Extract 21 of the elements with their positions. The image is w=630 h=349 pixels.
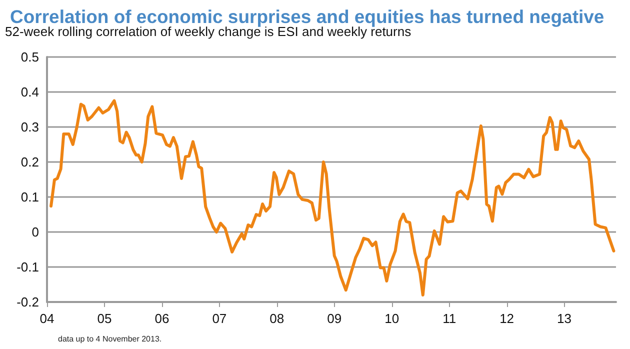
x-tick-label: 13 [557, 311, 572, 326]
y-tick-label: 0.3 [20, 120, 39, 134]
text: data up to 4 November 2013. [58, 334, 162, 344]
y-tick-label: -0.2 [16, 294, 39, 310]
x-tick-label: 12 [500, 311, 514, 326]
x-tick-label: 10 [384, 311, 400, 326]
x-tick-label: 04 [40, 311, 54, 326]
line-series [50, 99, 616, 296]
x-tick-label: 05 [97, 311, 112, 326]
y-tick-label: 0.2 [20, 154, 39, 170]
chart-title: Correlation of economic surprises and equities has turned negative [10, 6, 604, 27]
x-tick-label: 07 [212, 311, 227, 326]
x-tick-label: 08 [270, 311, 284, 326]
x-tick-label: 09 [327, 311, 342, 326]
x-tick-label: 06 [154, 311, 170, 326]
y-tick-label: 0.5 [20, 50, 39, 64]
y-tick-label: 0.4 [20, 84, 39, 100]
y-tick-label: -0.1 [16, 260, 39, 274]
x-tick-label: 11 [442, 311, 456, 326]
y-tick-label: 0 [32, 224, 39, 240]
y-tick-label: 0.1 [20, 190, 39, 204]
